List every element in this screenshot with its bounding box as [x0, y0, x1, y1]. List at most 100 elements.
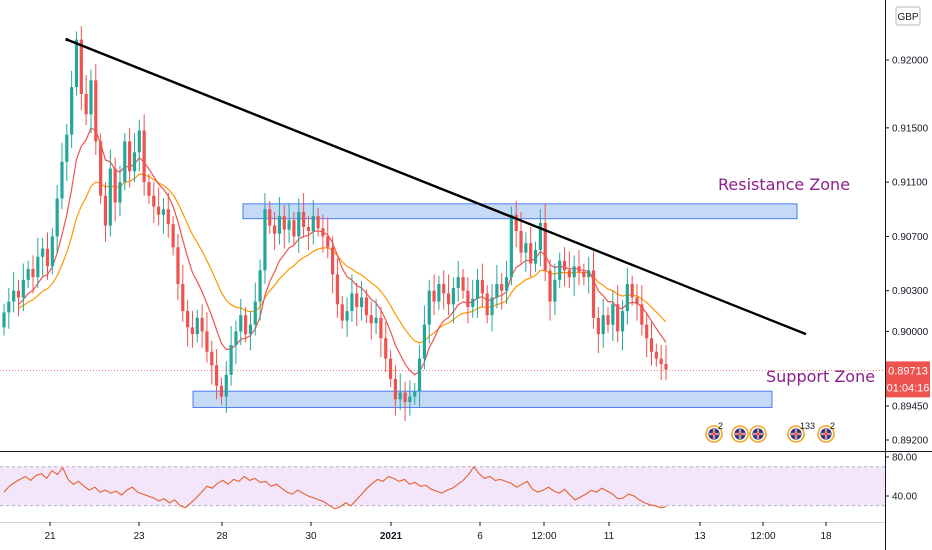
candle — [258, 259, 262, 321]
candle — [186, 300, 190, 347]
candle-body — [113, 168, 117, 203]
candle-body — [137, 130, 141, 153]
time-tick-label: 28 — [216, 531, 228, 542]
candle — [379, 307, 383, 358]
time-axis[interactable]: 21 23 28 30 2021 6 12:00 11 13 12:00 18 — [44, 522, 832, 542]
candle-body — [601, 315, 605, 335]
candle — [219, 377, 224, 405]
price-tick-label: 0.90300 — [892, 286, 929, 297]
time-tick-label: 2021 — [380, 531, 403, 542]
candle-body — [321, 228, 325, 237]
candle — [350, 274, 354, 322]
candle — [31, 255, 35, 294]
candle — [7, 288, 11, 329]
candle-body — [572, 266, 576, 278]
uk-flag-icon[interactable] — [731, 425, 749, 443]
candle — [398, 373, 402, 411]
zones — [0, 203, 885, 408]
candle — [403, 381, 407, 421]
candle — [553, 263, 557, 316]
candle-body — [529, 243, 533, 264]
candle-body — [103, 195, 108, 226]
candle — [514, 201, 518, 248]
candle-body — [330, 247, 335, 275]
candle-body — [413, 391, 417, 397]
candle — [645, 313, 649, 358]
candle-body — [74, 39, 79, 88]
candle — [456, 260, 460, 302]
candle-body — [147, 182, 151, 196]
candle-body — [582, 271, 586, 278]
candle-body — [611, 304, 615, 325]
candle-body — [253, 301, 257, 325]
candle-body — [239, 315, 243, 332]
candle-body — [21, 279, 25, 298]
candle — [417, 345, 422, 408]
time-tick-label: 30 — [305, 531, 317, 542]
candle-body — [475, 279, 480, 299]
currency-box[interactable] — [895, 6, 921, 26]
price-axis[interactable]: GBP 0.92000 0.91500 0.91100 0.90700 0.90300 0.… — [885, 6, 930, 447]
trendline-anchor[interactable] — [65, 38, 69, 42]
candle-body — [427, 290, 431, 325]
economic-event-badge[interactable]: 2 — [705, 421, 723, 443]
candle — [495, 264, 499, 309]
candle — [108, 149, 112, 237]
candle-body — [417, 358, 422, 392]
candle-body — [118, 182, 122, 203]
candle — [248, 311, 253, 351]
trendline-layer — [65, 38, 807, 336]
candle-body — [543, 222, 547, 271]
candle-body — [108, 168, 112, 226]
candle — [229, 326, 233, 386]
candle-body — [263, 209, 267, 271]
candle — [442, 270, 446, 310]
badge-count: 133 — [800, 421, 815, 431]
candle — [548, 259, 552, 321]
currency-label: GBP — [897, 12, 918, 23]
candle-body — [316, 216, 320, 229]
candle-body — [234, 331, 238, 345]
candle — [345, 297, 349, 337]
candle — [432, 274, 436, 316]
candle-body — [490, 297, 494, 316]
candle-body — [157, 206, 161, 215]
rsi-band-fill — [0, 466, 885, 506]
candle — [287, 203, 291, 244]
candle-body — [181, 283, 185, 312]
candle — [596, 307, 600, 354]
candle-body — [70, 87, 74, 135]
candle — [84, 74, 88, 126]
candle-body — [442, 283, 446, 294]
candle — [664, 345, 668, 381]
candle-body — [128, 141, 132, 172]
price-tick-label: 0.90700 — [892, 232, 929, 243]
trendline[interactable] — [66, 38, 807, 336]
candle — [142, 114, 146, 196]
candle — [422, 305, 426, 370]
economic-event-badge[interactable]: 133 — [787, 421, 815, 443]
candle-body — [369, 315, 373, 324]
support-zone[interactable] — [192, 390, 773, 408]
candle-body — [374, 317, 378, 324]
candle — [640, 285, 644, 336]
candle — [297, 198, 301, 253]
candle — [413, 383, 417, 405]
uk-flag-icon[interactable] — [749, 425, 767, 443]
economic-event-badge[interactable]: 2 — [817, 421, 835, 443]
candle — [277, 197, 282, 245]
main-plot-area[interactable] — [0, 0, 885, 450]
resistance-zone[interactable] — [242, 203, 798, 220]
candle — [12, 271, 16, 313]
candle — [181, 264, 185, 322]
candle-body — [446, 293, 451, 305]
candle-body — [41, 248, 45, 257]
resistance-zone-label: Resistance Zone — [718, 175, 850, 194]
candle-body — [379, 317, 383, 339]
candle — [567, 251, 571, 288]
candle-body — [26, 269, 30, 280]
event-badges[interactable]: 2 133 2 — [705, 421, 835, 443]
candle-body — [456, 277, 460, 288]
last-price-value: 0.89713 — [888, 365, 928, 377]
